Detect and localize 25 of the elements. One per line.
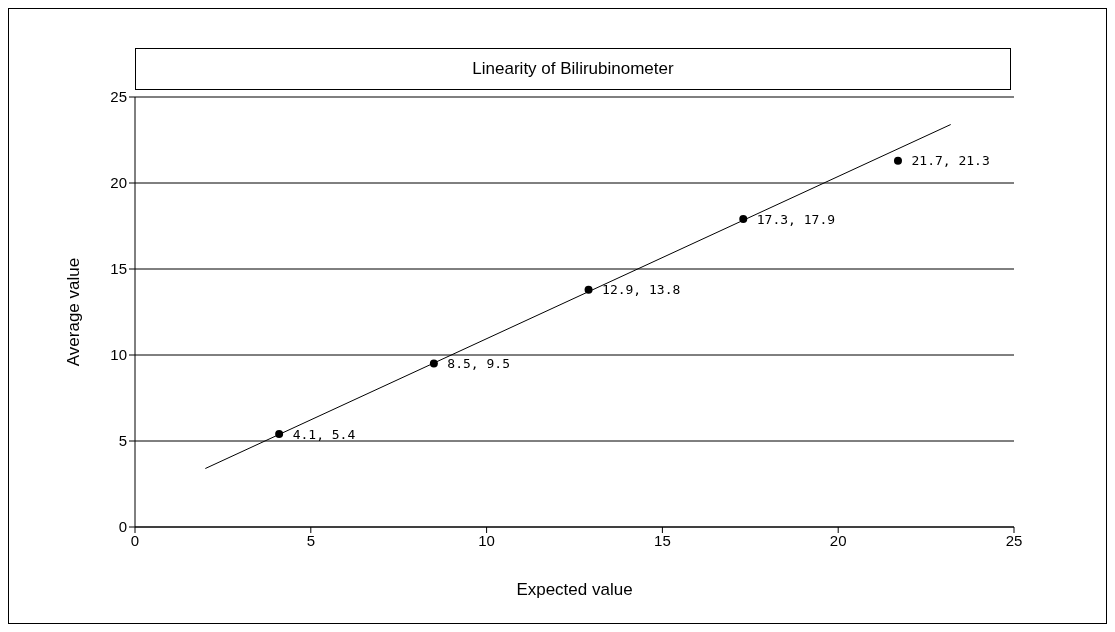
point (893, 156, 902, 165)
point (429, 359, 438, 368)
point (584, 285, 593, 294)
x-tick-label: 25 (1005, 531, 1023, 549)
y-tick-label: 25 (110, 88, 127, 106)
y-tick-label: 15 (110, 260, 127, 278)
x-axis-title: Expected value (516, 580, 633, 599)
x-tick-label: 10 (478, 531, 495, 549)
data-label: 8.5, 9.5 (447, 356, 510, 372)
y-tick-label: 5 (118, 432, 127, 450)
data-label: 12.9, 13.8 (602, 282, 681, 298)
y-tick-label: 0 (118, 518, 127, 536)
data-label: 4.1, 5.4 (292, 426, 356, 442)
x-tick-label: 15 (654, 531, 671, 549)
x-tick-label: 0 (130, 531, 140, 549)
y-axis-title: Average value (64, 257, 84, 367)
chart-title: Linearity of Bilirubinometer (135, 48, 1011, 90)
point (275, 430, 284, 439)
y-tick-label: 20 (110, 174, 127, 192)
x-tick-label: 20 (829, 531, 847, 549)
point (739, 215, 748, 224)
x-tick-label: 5 (306, 531, 315, 549)
data-label: 17.3, 17.9 (756, 211, 836, 227)
data-label: 21.7, 21.3 (911, 153, 990, 169)
y-tick-label: 10 (110, 346, 127, 364)
